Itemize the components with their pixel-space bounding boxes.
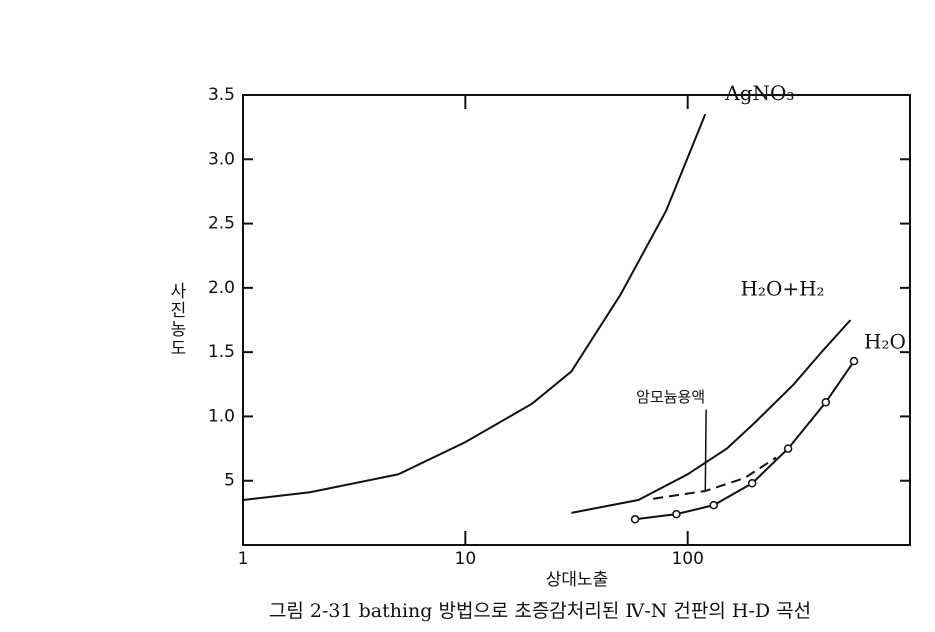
data-point xyxy=(709,500,718,510)
data-point xyxy=(747,479,757,488)
y-tick-label: 5 xyxy=(224,471,235,491)
series-label: 암모늄용액 xyxy=(636,388,705,406)
plot-frame xyxy=(242,94,911,546)
data-point xyxy=(783,444,793,453)
series-line xyxy=(571,319,852,514)
data-point xyxy=(849,356,859,366)
y-tick-label: 1.0 xyxy=(208,406,235,426)
series-line xyxy=(653,456,777,500)
x-axis-label: 상대노출 xyxy=(546,570,609,590)
series-label: AgNO₃ xyxy=(724,81,794,105)
data-point xyxy=(672,509,681,519)
data-point xyxy=(821,398,831,407)
series-line xyxy=(634,360,855,521)
series-label: H₂O xyxy=(864,330,906,354)
x-tick-label: 10 xyxy=(455,549,477,569)
y-tick-label: 2.0 xyxy=(208,278,235,298)
y-tick-label: 3.5 xyxy=(208,85,235,105)
y-tick-label: 3.0 xyxy=(208,149,235,169)
x-tick-label: 100 xyxy=(671,549,703,569)
series-line xyxy=(242,113,707,501)
y-axis-label: 사진농도 xyxy=(166,282,186,358)
data-point xyxy=(630,515,640,524)
y-tick-label: 1.5 xyxy=(208,342,235,362)
series-label: H₂O+H₂ xyxy=(741,277,825,301)
x-tick-label: 1 xyxy=(238,549,249,569)
y-tick-label: 2.5 xyxy=(208,214,235,234)
chart-title: 그림 2-31 bathing 방법으로 초증감처리된 Ⅳ-N 건판의 H-D … xyxy=(269,600,811,622)
leader-line xyxy=(704,409,707,492)
